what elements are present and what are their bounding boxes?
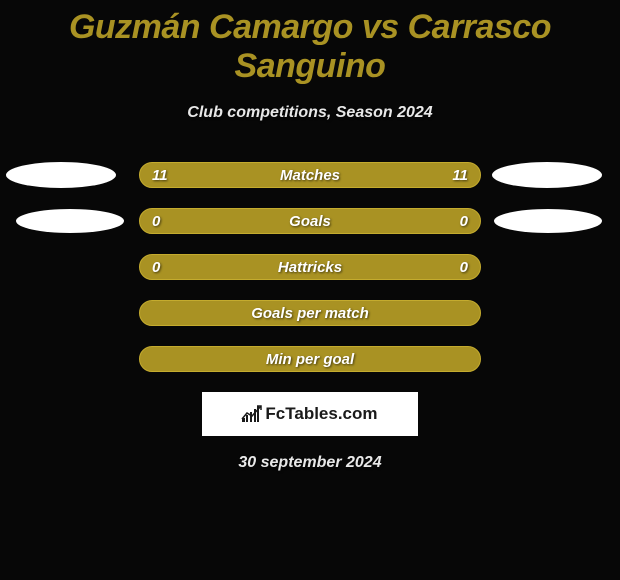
stat-label: Goals per match — [251, 305, 369, 322]
stat-row-matches: 11 Matches 11 — [0, 162, 620, 188]
stat-value-left: 0 — [152, 259, 160, 276]
page-title: Guzmán Camargo vs Carrasco Sanguino — [0, 8, 620, 86]
stat-row-goals-per-match: Goals per match — [0, 300, 620, 326]
date-label: 30 september 2024 — [238, 454, 381, 472]
stat-value-right: 0 — [460, 213, 468, 230]
stat-value-left: 11 — [152, 167, 168, 184]
logo-text: FcTables.com — [265, 404, 377, 424]
stat-bar: Min per goal — [139, 346, 481, 372]
stat-row-hattricks: 0 Hattricks 0 — [0, 254, 620, 280]
stat-value-right: 0 — [460, 259, 468, 276]
stat-row-goals: 0 Goals 0 — [0, 208, 620, 234]
stat-row-min-per-goal: Min per goal — [0, 346, 620, 372]
stat-label: Min per goal — [266, 351, 354, 368]
stat-label: Goals — [289, 213, 331, 230]
stats-area: 11 Matches 11 0 Goals 0 0 Hattricks 0 — [0, 162, 620, 372]
player-indicator-right — [492, 162, 602, 188]
player-indicator-right — [494, 209, 602, 233]
stat-bar: 11 Matches 11 — [139, 162, 481, 188]
player-indicator-left — [16, 209, 124, 233]
comparison-widget: Guzmán Camargo vs Carrasco Sanguino Club… — [0, 0, 620, 472]
chart-icon — [242, 406, 259, 422]
subtitle: Club competitions, Season 2024 — [187, 104, 432, 122]
stat-value-left: 0 — [152, 213, 160, 230]
player-indicator-left — [6, 162, 116, 188]
stat-label: Hattricks — [278, 259, 342, 276]
chart-line-icon — [241, 404, 263, 422]
stat-label: Matches — [280, 167, 340, 184]
branding-box[interactable]: FcTables.com — [202, 392, 418, 436]
stat-bar: 0 Hattricks 0 — [139, 254, 481, 280]
stat-value-right: 11 — [452, 167, 468, 184]
stat-bar: 0 Goals 0 — [139, 208, 481, 234]
stat-bar: Goals per match — [139, 300, 481, 326]
